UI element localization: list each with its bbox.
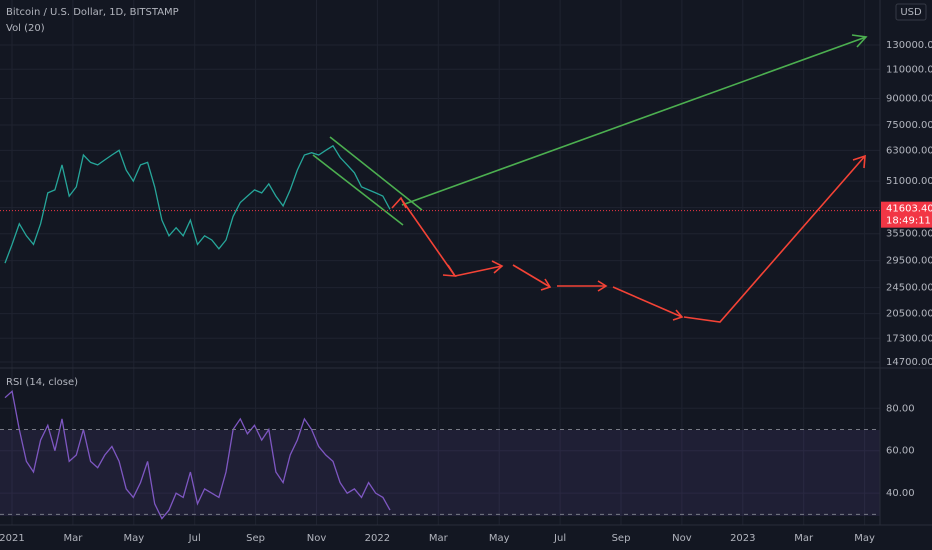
arrow-head — [672, 309, 684, 321]
y-tick-label: 75000.00 — [886, 120, 932, 131]
indicator-label: RSI (14, close) — [6, 377, 78, 388]
red-arrow — [401, 199, 456, 277]
channel-line — [312, 154, 404, 226]
x-tick-label: Mar — [794, 533, 814, 544]
x-tick-label: Sep — [246, 533, 265, 544]
red-arrow — [512, 264, 551, 288]
countdown-label: 18:49:11 — [886, 216, 931, 227]
currency-label[interactable]: USD — [900, 7, 922, 18]
channel-line — [329, 136, 423, 211]
arrow-head — [852, 154, 866, 169]
y-tick-label: 14700.00 — [886, 357, 932, 368]
red-arrow — [612, 286, 683, 318]
last-price-label: 41603.40 — [886, 204, 932, 215]
x-tick-label: 2021 — [0, 533, 25, 544]
x-tick-label: Jul — [188, 533, 201, 544]
grid-layer — [0, 0, 880, 525]
y-tick-label: 80.00 — [886, 403, 915, 414]
x-tick-label: May — [123, 533, 144, 544]
x-tick-label: 2023 — [730, 533, 755, 544]
y-tick-label: 60.00 — [886, 446, 915, 457]
x-tick-label: May — [489, 533, 510, 544]
arrow-head — [851, 34, 868, 48]
y-tick-label: 63000.00 — [886, 145, 932, 156]
arrow-head — [597, 280, 608, 292]
series-line — [4, 144, 391, 264]
x-tick-label: Mar — [63, 533, 83, 544]
x-tick-label: Nov — [672, 533, 692, 544]
red-arrow — [454, 265, 503, 277]
x-tick-label: 2022 — [365, 533, 390, 544]
rsi-band-fill — [0, 430, 880, 516]
x-tick-label: Sep — [612, 533, 631, 544]
y-tick-label: 20500.00 — [886, 309, 932, 320]
y-tick-label: 130000.00 — [886, 40, 932, 51]
series-line — [4, 390, 391, 520]
y-tick-label: 110000.00 — [886, 64, 932, 75]
annotations — [312, 34, 868, 323]
arrow-head — [491, 260, 504, 274]
y-tick-label: 24500.00 — [886, 283, 932, 294]
currency-button[interactable] — [895, 3, 927, 21]
y-tick-label: 17300.00 — [886, 333, 932, 344]
y-tick-label: 51000.00 — [886, 176, 932, 187]
red-arrow — [683, 155, 866, 323]
x-tick-label: Mar — [429, 533, 449, 544]
x-tick-label: May — [854, 533, 875, 544]
last-price-box — [881, 201, 932, 228]
x-tick-label: Nov — [307, 533, 327, 544]
plot — [4, 144, 391, 520]
y-tick-label: 90000.00 — [886, 93, 932, 104]
arrow-head — [540, 278, 552, 291]
chart-title: Bitcoin / U.S. Dollar, 1D, BITSTAMP — [6, 7, 179, 18]
y-tick-label: 35500.00 — [886, 229, 932, 240]
green-arrow — [401, 36, 867, 206]
y-tick-label: 29500.00 — [886, 256, 932, 267]
indicator-label: Vol (20) — [6, 23, 45, 34]
x-tick-label: Jul — [553, 533, 566, 544]
y-tick-label: 40.00 — [886, 488, 915, 499]
